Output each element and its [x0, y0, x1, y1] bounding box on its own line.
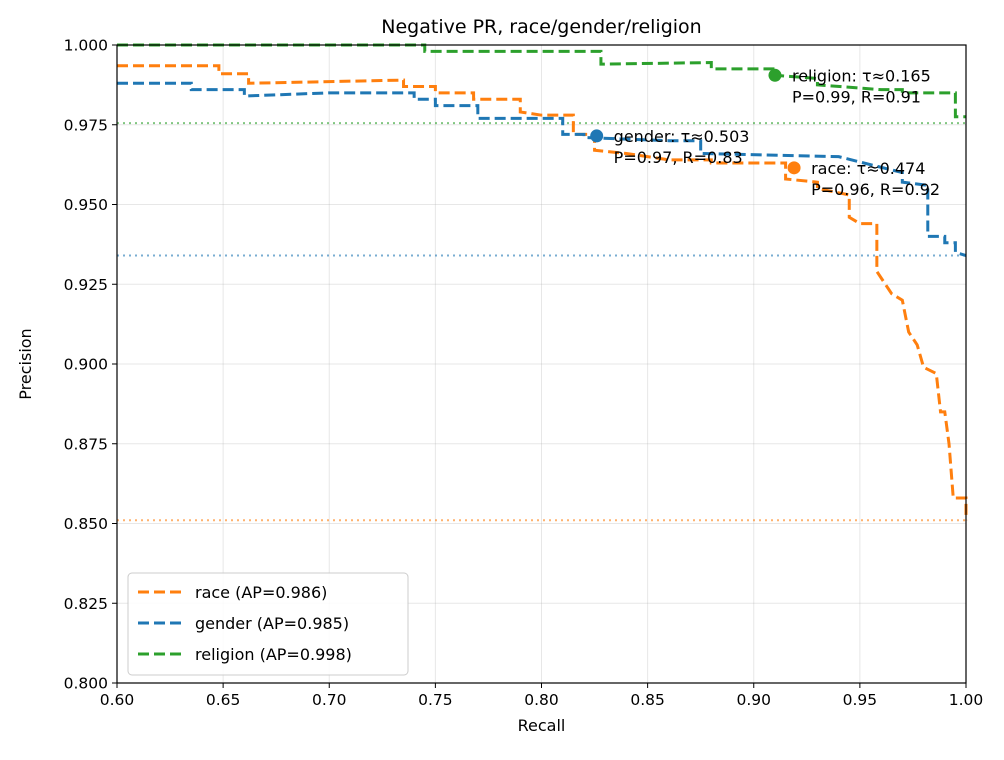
annotation-label-race: race: τ≈0.474 [811, 159, 925, 178]
operating-point-religion [768, 68, 782, 82]
x-tick-label: 0.60 [100, 691, 135, 709]
legend: race (AP=0.986) gender (AP=0.985) religion… [127, 572, 409, 676]
annotation-detail-race: P=0.96, R=0.92 [811, 180, 940, 199]
legend-box [127, 572, 409, 676]
annotation-detail-religion: P=0.99, R=0.91 [792, 87, 921, 106]
y-tick-label: 0.900 [64, 356, 108, 374]
y-tick-label: 0.825 [64, 595, 108, 613]
x-tick-label: 0.75 [418, 691, 453, 709]
y-tick-label: 0.850 [64, 515, 108, 533]
y-tick-label: 0.800 [64, 675, 108, 693]
operating-point-gender [590, 129, 604, 143]
y-tick-label: 0.975 [64, 116, 108, 134]
chart-title: Negative PR, race/gender/religion [381, 16, 701, 38]
operating-point-race [787, 161, 801, 175]
annotation-detail-gender: P=0.97, R=0.83 [614, 148, 743, 167]
y-tick-label: 1.000 [64, 37, 108, 55]
series-line-race [117, 64, 968, 521]
x-tick-label: 1.00 [949, 691, 984, 709]
annotation-label-gender: gender: τ≈0.503 [614, 127, 750, 146]
y-tick-label: 0.875 [64, 435, 108, 453]
legend-label-race: race (AP=0.986) [195, 583, 327, 602]
x-tick-label: 0.90 [736, 691, 771, 709]
y-tick-label: 0.925 [64, 276, 108, 294]
x-tick-label: 0.80 [524, 691, 559, 709]
series-line-gender [117, 81, 967, 257]
x-tick-label: 0.70 [312, 691, 347, 709]
legend-label-gender: gender (AP=0.985) [195, 614, 349, 633]
y-tick-label: 0.950 [64, 196, 108, 214]
tick-layer: 0.60 0.65 0.70 0.75 0.80 0.85 0.90 0.95 1.00 0.80… [64, 37, 984, 710]
legend-label-religion: religion (AP=0.998) [195, 645, 352, 664]
annotation-label-religion: religion: τ≈0.165 [792, 66, 931, 85]
x-tick-label: 0.95 [843, 691, 878, 709]
x-tick-label: 0.85 [630, 691, 665, 709]
x-axis-title: Recall [518, 716, 566, 735]
annotation-layer: race: τ≈0.474 P=0.96, R=0.92 gender: τ≈0.5… [590, 66, 940, 199]
x-tick-label: 0.65 [206, 691, 241, 709]
y-axis-title: Precision [16, 328, 35, 399]
